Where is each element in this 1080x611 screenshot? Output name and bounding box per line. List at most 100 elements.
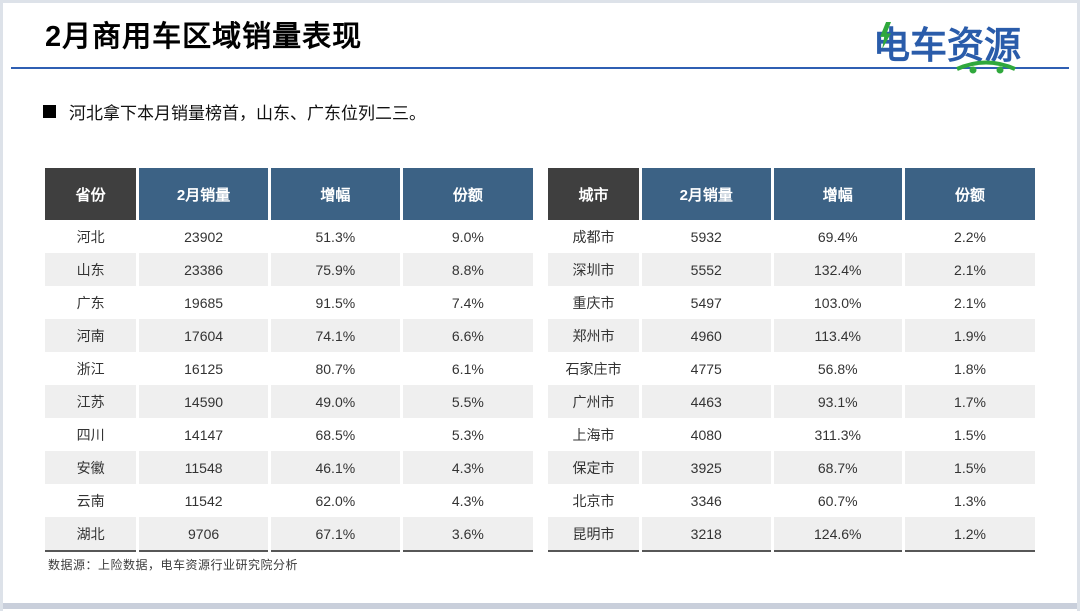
table-cell: 广东 bbox=[76, 294, 105, 311]
table-cell: 石家庄市 bbox=[565, 360, 622, 377]
table-cell: 67.1% bbox=[267, 517, 402, 551]
table-cell: 2.1% bbox=[901, 253, 1035, 286]
table-cell: 23386 bbox=[136, 253, 270, 286]
table-cell: 浙江 bbox=[76, 360, 105, 377]
table-cell: 河北 bbox=[76, 228, 105, 245]
page-title: 2月商用车区域销量表现 bbox=[45, 21, 363, 53]
table-row: 云南 11542 62.0% 4.3% bbox=[45, 484, 533, 517]
table-cell: 4463 bbox=[639, 385, 772, 418]
table-cell: 19685 bbox=[136, 286, 270, 319]
title-divider bbox=[11, 67, 1069, 69]
table-cell: 60.7% bbox=[770, 484, 904, 517]
column-header: 2月销量 bbox=[136, 168, 270, 220]
table-cell: 5552 bbox=[639, 253, 772, 286]
table-cell: 49.0% bbox=[267, 385, 402, 418]
table-row: 上海市 4080 311.3% 1.5% bbox=[548, 418, 1035, 451]
table-cell: 14590 bbox=[136, 385, 270, 418]
table-header-row: 城市 2月销量 增幅 份额 bbox=[548, 168, 1035, 220]
column-header: 份额 bbox=[399, 168, 533, 220]
table-cell: 6.6% bbox=[399, 319, 533, 352]
table-row: 浙江 16125 80.7% 6.1% bbox=[45, 352, 533, 385]
table-row: 湖北 9706 67.1% 3.6% bbox=[45, 517, 533, 551]
table-row: 郑州市 4960 113.4% 1.9% bbox=[548, 319, 1035, 352]
table-row: 成都市 5932 69.4% 2.2% bbox=[548, 220, 1035, 253]
table-cell: 江苏 bbox=[76, 393, 105, 410]
table-cell: 75.9% bbox=[267, 253, 402, 286]
table-row: 石家庄市 4775 56.8% 1.8% bbox=[548, 352, 1035, 385]
key-point-text: 河北拿下本月销量榜首，山东、广东位列二三。 bbox=[69, 104, 426, 123]
bullet-icon bbox=[43, 105, 56, 118]
table-cell: 山东 bbox=[76, 261, 105, 278]
table-row: 山东 23386 75.9% 8.8% bbox=[45, 253, 533, 286]
column-header: 省份 bbox=[45, 168, 138, 220]
table-cell: 56.8% bbox=[770, 352, 904, 385]
brand-logo: 电车资源 bbox=[873, 15, 1021, 74]
table-cell: 93.1% bbox=[770, 385, 904, 418]
table-cell: 132.4% bbox=[770, 253, 904, 286]
tables-area: 省份 2月销量 增幅 份额 河北 23902 51.3% 9.0% 山东 23386 75.9% 8.… bbox=[45, 168, 1035, 552]
column-header: 城市 bbox=[548, 168, 641, 220]
table-cell: 68.7% bbox=[770, 451, 904, 484]
table-cell: 9706 bbox=[136, 517, 270, 551]
lightning-icon bbox=[880, 22, 891, 49]
table-cell: 5932 bbox=[639, 220, 772, 253]
table-cell: 6.1% bbox=[399, 352, 533, 385]
table-cell: 1.7% bbox=[901, 385, 1035, 418]
table-cell: 四川 bbox=[76, 426, 105, 443]
bottom-strip bbox=[3, 603, 1077, 609]
table-cell: 4960 bbox=[639, 319, 772, 352]
table-row: 深圳市 5552 132.4% 2.1% bbox=[548, 253, 1035, 286]
table-cell: 北京市 bbox=[572, 492, 615, 509]
table-row: 河南 17604 74.1% 6.6% bbox=[45, 319, 533, 352]
table-cell: 51.3% bbox=[267, 220, 402, 253]
table-cell: 74.1% bbox=[267, 319, 402, 352]
table-cell: 7.4% bbox=[399, 286, 533, 319]
table-header-row: 省份 2月销量 增幅 份额 bbox=[45, 168, 533, 220]
table-cell: 深圳市 bbox=[572, 261, 615, 278]
table-cell: 113.4% bbox=[770, 319, 904, 352]
table-cell: 上海市 bbox=[572, 426, 615, 443]
table-cell: 311.3% bbox=[770, 418, 904, 451]
table-cell: 重庆市 bbox=[572, 294, 615, 311]
province-sales-table: 省份 2月销量 增幅 份额河北 23902 51.3% 9.0% 山东 23386 75.9% 8.… bbox=[45, 168, 533, 552]
table-cell: 河南 bbox=[76, 327, 105, 344]
table-row: 安徽 11548 46.1% 4.3% bbox=[45, 451, 533, 484]
table-cell: 91.5% bbox=[267, 286, 402, 319]
table-cell: 68.5% bbox=[267, 418, 402, 451]
table-cell: 11548 bbox=[136, 451, 270, 484]
city-sales-table: 城市 2月销量 增幅 份额 成都市 5932 69.4% 2.2% 深圳市 5552 132.4% 2… bbox=[548, 168, 1035, 552]
table-cell: 郑州市 bbox=[572, 327, 615, 344]
table-row: 昆明市 3218 124.6% 1.2% bbox=[548, 517, 1035, 551]
table-cell: 3218 bbox=[639, 517, 772, 551]
table-cell: 16125 bbox=[136, 352, 270, 385]
table-cell: 广州市 bbox=[572, 393, 615, 410]
table-cell: 8.8% bbox=[399, 253, 533, 286]
table-cell: 4080 bbox=[639, 418, 772, 451]
table-cell: 4.3% bbox=[399, 451, 533, 484]
table-cell: 4.3% bbox=[399, 484, 533, 517]
table-cell: 23902 bbox=[136, 220, 270, 253]
table-row: 河北 23902 51.3% 9.0% bbox=[45, 220, 533, 253]
table-row: 江苏 14590 49.0% 5.5% bbox=[45, 385, 533, 418]
column-header: 份额 bbox=[901, 168, 1035, 220]
column-header: 增幅 bbox=[267, 168, 402, 220]
table-cell: 5.5% bbox=[399, 385, 533, 418]
table-cell: 云南 bbox=[76, 492, 105, 509]
table-cell: 1.3% bbox=[901, 484, 1035, 517]
table-cell: 1.2% bbox=[901, 517, 1035, 551]
table-cell: 62.0% bbox=[267, 484, 402, 517]
car-icon bbox=[956, 60, 1016, 74]
table-cell: 1.5% bbox=[901, 451, 1035, 484]
table-cell: 安徽 bbox=[76, 459, 105, 476]
brand-logo-text: 电车资源 bbox=[873, 25, 1021, 66]
table-cell: 2.2% bbox=[901, 220, 1035, 253]
table-cell: 9.0% bbox=[399, 220, 533, 253]
table-cell: 46.1% bbox=[267, 451, 402, 484]
table-cell: 5.3% bbox=[399, 418, 533, 451]
table-cell: 17604 bbox=[136, 319, 270, 352]
table-cell: 1.8% bbox=[901, 352, 1035, 385]
key-point: 河北拿下本月销量榜首，山东、广东位列二三。 bbox=[43, 99, 426, 124]
table-row: 四川 14147 68.5% 5.3% bbox=[45, 418, 533, 451]
data-source-note: 数据源：上险数据，电车资源行业研究院分析 bbox=[48, 558, 299, 572]
